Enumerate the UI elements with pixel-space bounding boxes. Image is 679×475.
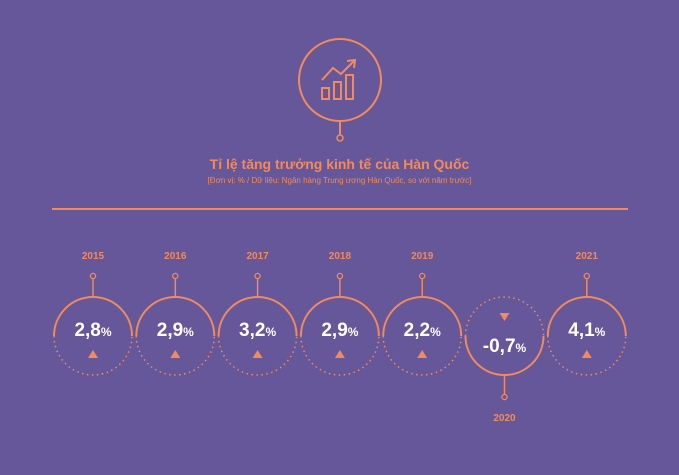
value-label: 2,2% xyxy=(404,320,441,341)
triangle-up-icon xyxy=(581,350,592,358)
connector-dot xyxy=(336,272,344,280)
triangle-up-icon xyxy=(88,350,98,358)
chart-title: Tỉ lệ tăng trưởng kinh tế của Hàn Quốc xyxy=(209,156,470,172)
triangle-down-icon xyxy=(499,313,510,321)
year-label: 2015 xyxy=(82,251,105,262)
year-label: 2017 xyxy=(246,251,269,262)
circle-dotted-arc xyxy=(53,335,133,376)
value-label: 2,9% xyxy=(157,320,194,341)
connector-dot xyxy=(418,272,426,280)
year-label: 2019 xyxy=(411,251,434,262)
bar-chart-trend-up-icon xyxy=(298,38,382,142)
triangle-up-icon xyxy=(252,350,263,358)
circle-dotted-arc xyxy=(300,335,380,376)
chart-subtitle: [Đơn vị: % / Dữ liệu: Ngân hàng Trung ươ… xyxy=(207,176,472,185)
triangle-up-icon xyxy=(417,350,428,358)
triangle-up-icon xyxy=(170,350,181,358)
value-label: 3,2% xyxy=(239,320,276,341)
circle-dotted-arc xyxy=(464,296,545,337)
connector-dot xyxy=(254,272,261,280)
year-label: 2016 xyxy=(164,251,187,262)
year-label: 2020 xyxy=(493,413,516,424)
connector-dot xyxy=(89,272,97,280)
circle-dotted-arc xyxy=(547,335,627,376)
circle-dotted-arc xyxy=(382,335,462,376)
value-label: -0,7% xyxy=(483,336,527,357)
value-label: 4,1% xyxy=(568,320,605,341)
triangle-up-icon xyxy=(334,350,345,358)
connector-dot xyxy=(172,272,179,280)
divider xyxy=(52,208,628,210)
year-label: 2021 xyxy=(576,251,599,262)
value-label: 2,9% xyxy=(321,320,358,341)
connector-dot xyxy=(501,393,508,401)
value-label: 2,8% xyxy=(74,320,111,341)
connector-dot xyxy=(583,272,591,280)
circle-dotted-arc xyxy=(135,335,216,376)
year-label: 2018 xyxy=(329,251,352,262)
circle-dotted-arc xyxy=(217,335,298,376)
